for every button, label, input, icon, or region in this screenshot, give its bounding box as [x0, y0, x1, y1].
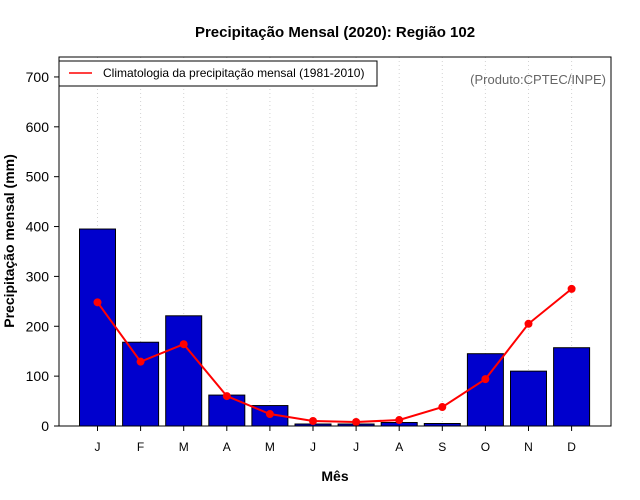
climatology-point	[265, 410, 274, 419]
x-tick-label: M	[179, 440, 189, 454]
x-tick-label: J	[353, 440, 359, 454]
climatology-point	[438, 403, 447, 412]
chart-title: Precipitação Mensal (2020): Região 102	[195, 24, 475, 41]
x-tick-label: N	[524, 440, 533, 454]
bar	[510, 370, 547, 427]
y-axis-title: Precipitação mensal (mm)	[1, 154, 17, 328]
plot-frame	[58, 56, 612, 427]
grid-lines	[97, 57, 573, 426]
axes: 0 100 200 300 400 500 600 700 J F M A M J J A S O N D	[26, 69, 577, 454]
y-tick-label: 600	[26, 119, 50, 135]
x-tick-label: J	[95, 440, 101, 454]
bar	[553, 347, 591, 427]
x-tick-label: O	[481, 440, 490, 454]
x-tick-label: S	[438, 440, 446, 454]
y-tick-label: 100	[26, 368, 50, 384]
bar	[466, 353, 504, 427]
climatology-point	[309, 417, 317, 426]
x-tick-label: F	[137, 440, 144, 454]
climatology-point	[524, 319, 533, 328]
x-tick-label: M	[265, 440, 275, 454]
legend: Climatologia da precipitação mensal (198…	[58, 60, 378, 87]
bar	[122, 341, 160, 427]
y-tick-label: 0	[41, 418, 49, 434]
credit-label: (Produto:CPTEC/INPE)	[470, 72, 606, 87]
x-axis-title: Mês	[321, 468, 348, 484]
x-tick-label: A	[223, 440, 231, 454]
x-tick-label: D	[567, 440, 576, 454]
climatology-point	[136, 357, 145, 366]
legend-label: Climatologia da precipitação mensal (198…	[103, 66, 364, 80]
climatology-polyline	[96, 288, 573, 424]
climatology-point	[179, 340, 188, 349]
bars	[79, 228, 591, 427]
bar	[165, 315, 203, 427]
x-tick-label: J	[310, 440, 316, 454]
climatology-line	[93, 284, 576, 427]
x-tick-label: A	[395, 440, 403, 454]
legend-box	[58, 60, 378, 87]
bar	[79, 228, 116, 427]
y-tick-label: 200	[26, 318, 50, 334]
y-tick-label: 700	[26, 69, 50, 85]
climatology-point	[481, 375, 490, 384]
y-tick-label: 300	[26, 268, 50, 284]
climatology-point	[93, 298, 102, 307]
climatology-point	[222, 392, 231, 401]
climatology-point	[352, 418, 361, 427]
climatology-point	[567, 284, 576, 293]
climatology-point	[395, 416, 404, 425]
y-tick-label: 500	[26, 169, 50, 185]
y-tick-label: 400	[26, 219, 50, 235]
